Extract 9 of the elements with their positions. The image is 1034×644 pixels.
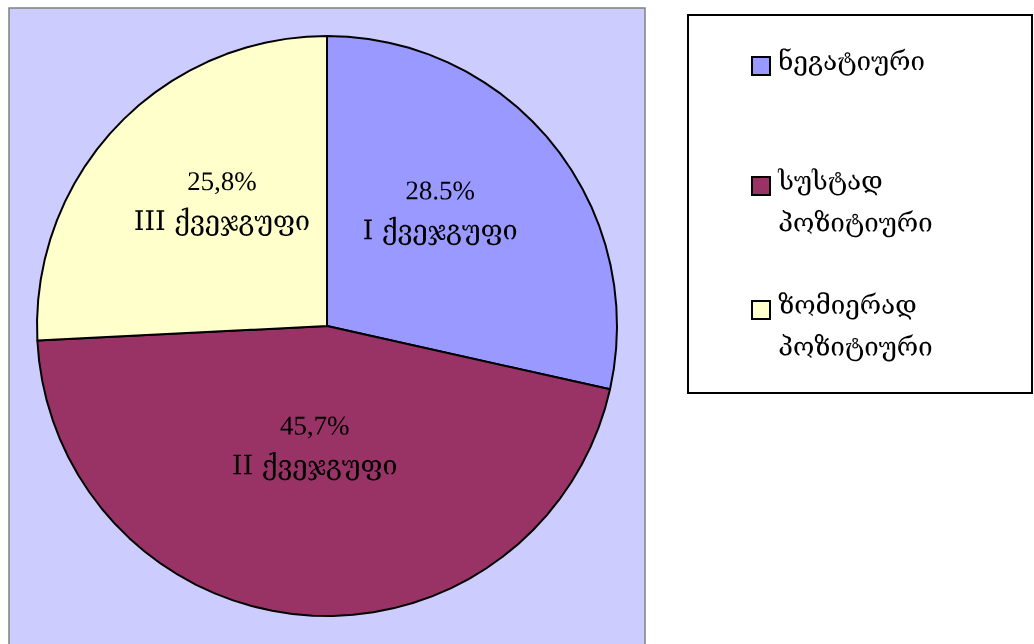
data-label: 25,8% (188, 172, 256, 195)
legend-label: ნეგატიური (779, 48, 924, 76)
text: II ქვეჯგუფი (233, 451, 397, 481)
text: III ქვეჯგუფი (135, 207, 309, 236)
data-label: 45,7% (280, 416, 349, 439)
legend-label: ზომიერად პოზიტიური (778, 292, 932, 362)
text: I ქვეჯგუფი (364, 216, 517, 246)
legend-label: სუსტად პოზიტიური (777, 168, 932, 238)
data-label: 28.5% (406, 181, 474, 200)
